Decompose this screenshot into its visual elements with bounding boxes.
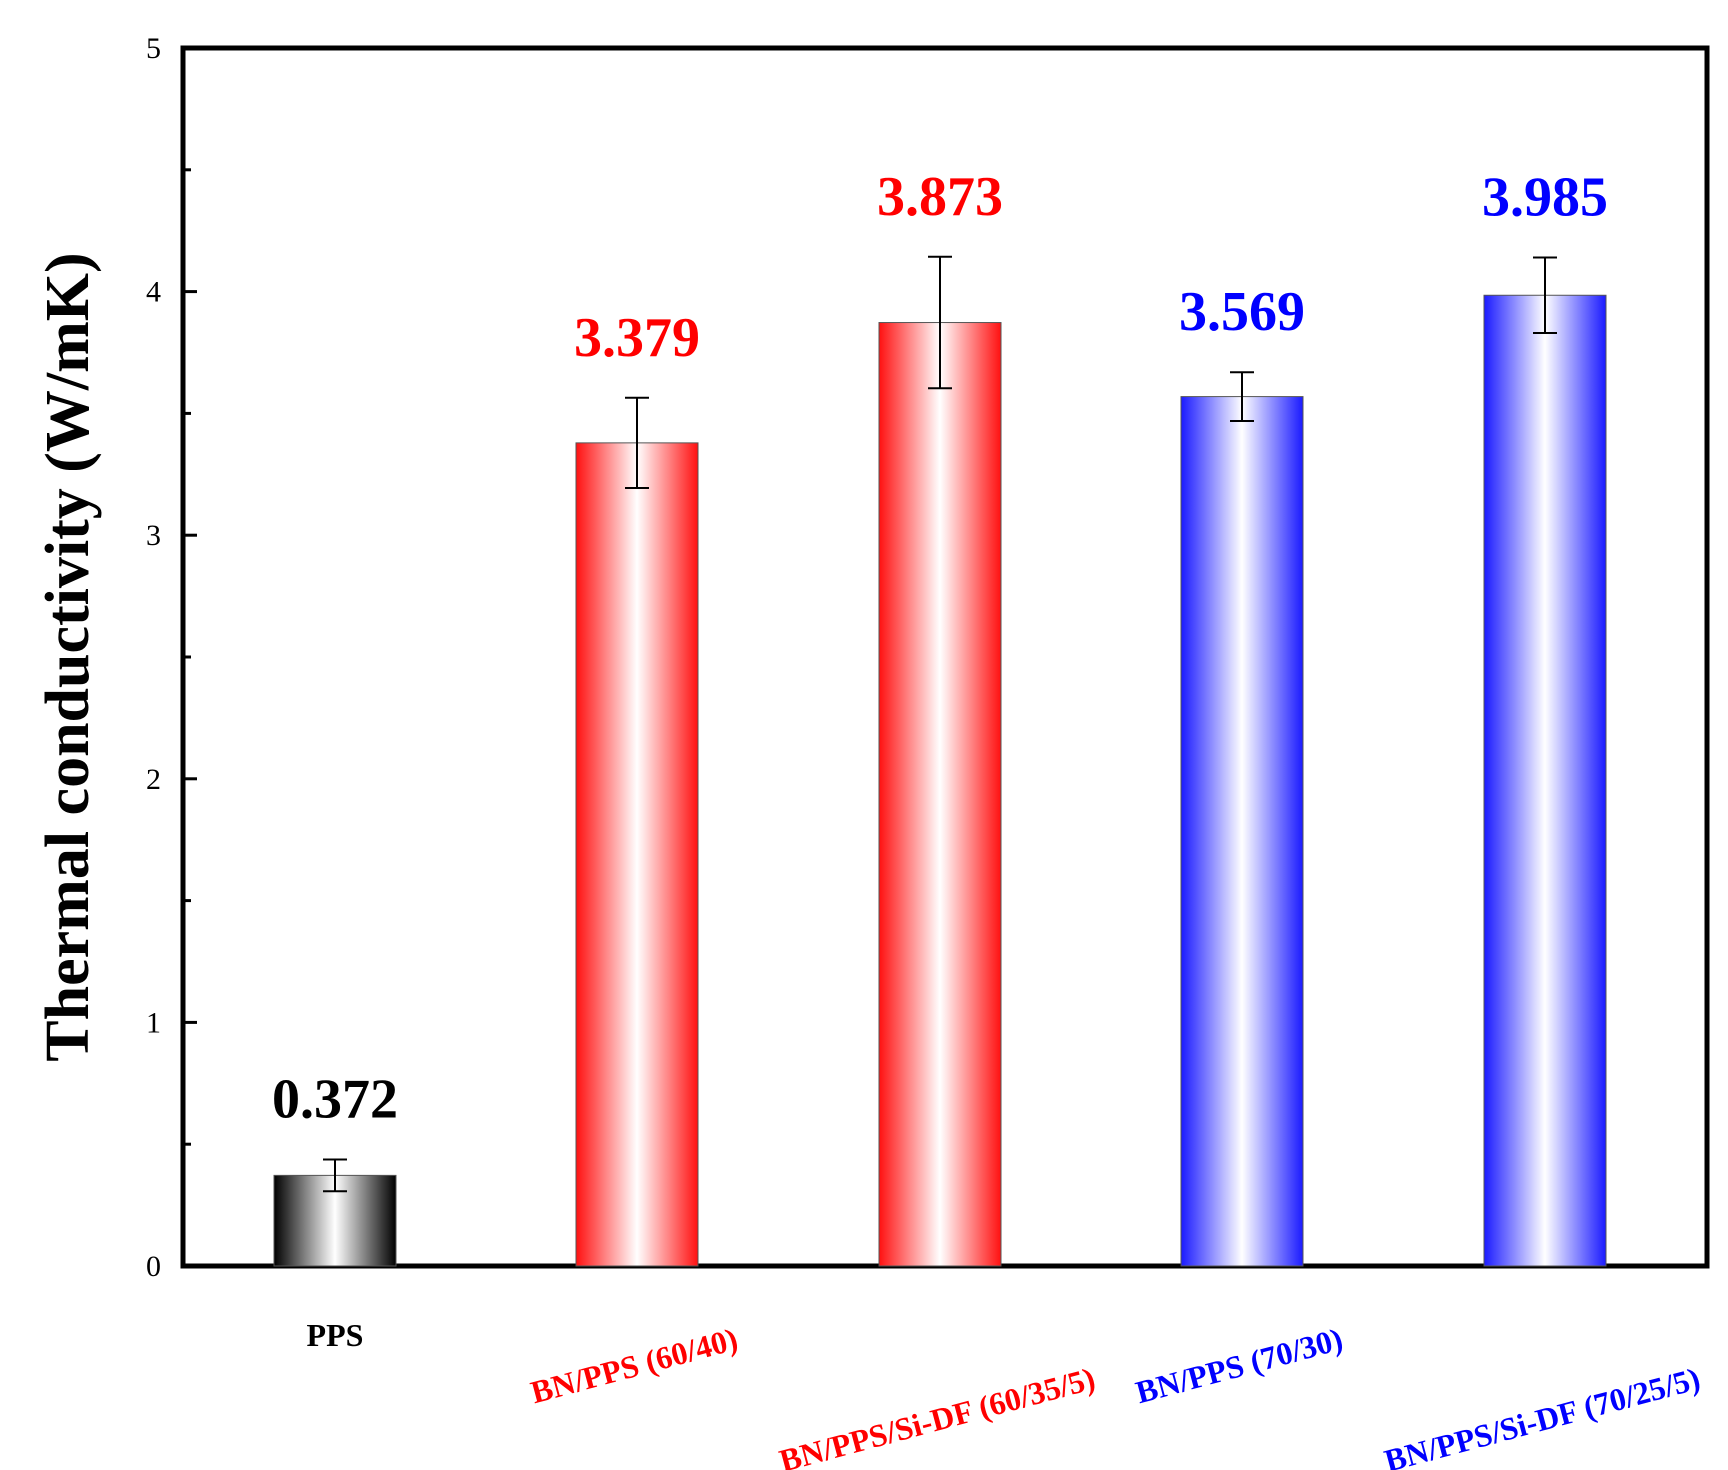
y-tick-label: 3 [146, 519, 161, 552]
category-label: BN/PPS (60/40) [527, 1320, 742, 1410]
category-label: PPS [307, 1317, 364, 1353]
x-axis-labels: PPS BN/PPS (60/40) BN/PPS/Si-DF (60/35/5) B… [307, 1317, 1704, 1470]
bar-bn-pps-si-df-70-25-5 [1483, 294, 1607, 1267]
error-bar [625, 396, 649, 489]
error-bar [928, 255, 952, 390]
data-label: 0.372 [272, 1069, 398, 1131]
error-bar [1533, 256, 1557, 335]
y-tick-label: 1 [146, 1006, 161, 1039]
bars: 0.372 3.379 3.873 3.569 3.985 [272, 166, 1608, 1267]
bar-bn-pps-70-30 [1180, 396, 1304, 1267]
data-label: 3.569 [1179, 281, 1305, 343]
y-tick-label: 0 [146, 1250, 161, 1283]
error-bar [323, 1158, 347, 1193]
bar-bn-pps-si-df-60-35-5 [878, 322, 1002, 1267]
data-label: 3.873 [877, 166, 1003, 228]
y-tick-label: 5 [146, 32, 161, 65]
y-tick-label: 4 [146, 276, 161, 309]
data-label: 3.379 [574, 307, 700, 369]
category-label: BN/PPS/Si-DF (70/25/5) [1381, 1360, 1704, 1470]
bar-bn-pps-60-40 [575, 442, 699, 1267]
y-axis-title: Thermal conductivity (W/mK) [34, 252, 102, 1061]
category-label: BN/PPS (70/30) [1132, 1320, 1347, 1410]
data-label: 3.985 [1482, 166, 1608, 228]
y-axis: 0 1 2 3 4 5 [146, 32, 197, 1283]
y-tick-label: 2 [146, 763, 161, 796]
error-bar [1230, 371, 1254, 422]
category-label: BN/PPS/Si-DF (60/35/5) [776, 1360, 1099, 1470]
